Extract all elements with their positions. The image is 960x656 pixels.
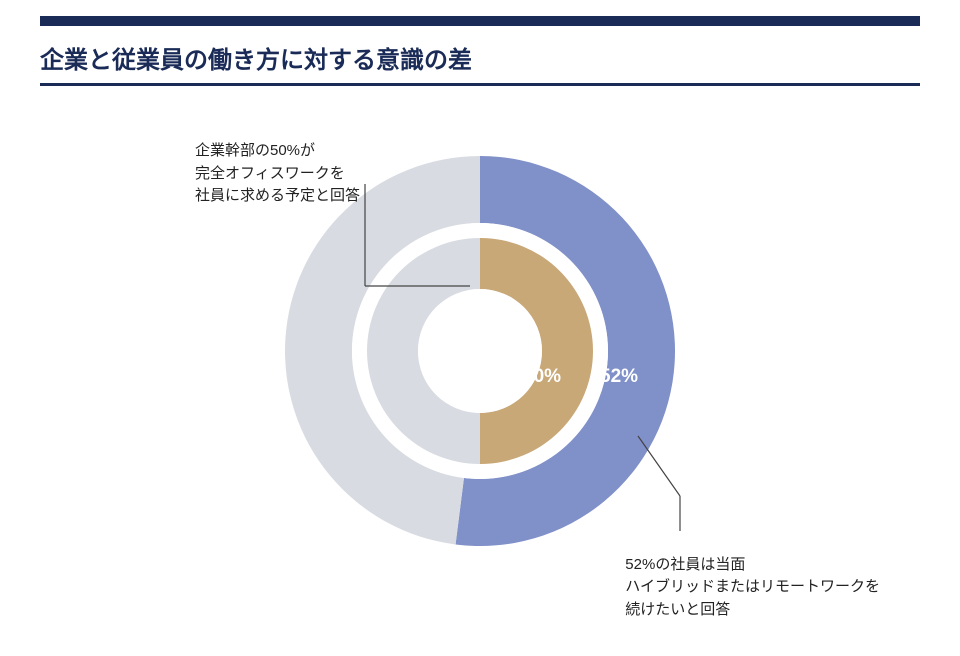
callout-right-line1: 52%の社員は当面: [625, 554, 880, 577]
callout-right-line2: ハイブリッドまたはリモートワークを: [625, 576, 880, 599]
callout-right-line3: 続けたいと回答: [625, 599, 880, 622]
header-bar: [40, 16, 920, 26]
page-title: 企業と従業員の働き方に対する意識の差: [40, 40, 920, 83]
callout-left: 企業幹部の50%が 完全オフィスワークを 社員に求める予定と回答: [195, 140, 360, 208]
callout-left-line1: 企業幹部の50%が: [195, 140, 360, 163]
percent-label: 52%: [600, 366, 638, 388]
callout-left-line3: 社員に求める予定と回答: [195, 185, 360, 208]
percent-label: 50%: [523, 366, 561, 388]
title-underline: [40, 83, 920, 86]
callout-left-line2: 完全オフィスワークを: [195, 163, 360, 186]
donut-chart-svg: [0, 91, 960, 631]
callout-right: 52%の社員は当面 ハイブリッドまたはリモートワークを 続けたいと回答: [625, 554, 880, 622]
title-block: 企業と従業員の働き方に対する意識の差: [40, 40, 920, 86]
chart-area: 企業幹部の50%が 完全オフィスワークを 社員に求める予定と回答 52%の社員は…: [0, 120, 960, 656]
